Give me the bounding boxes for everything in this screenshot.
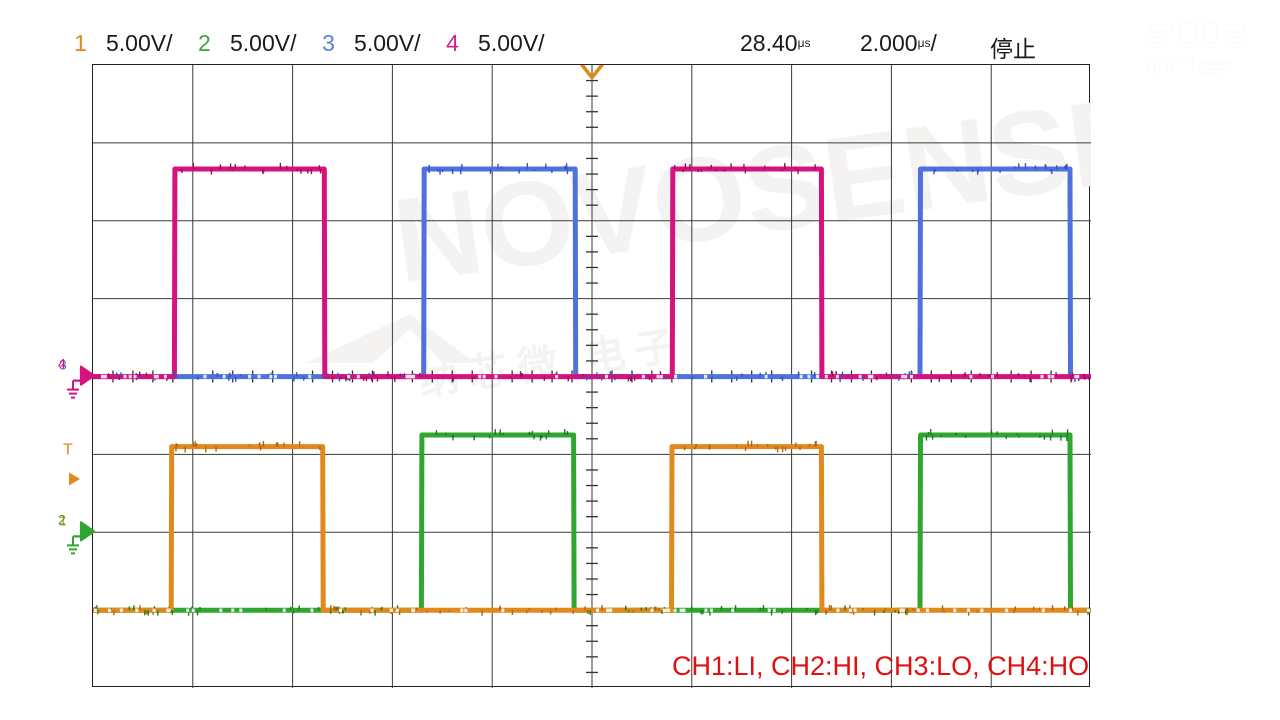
svg-text:2: 2 (58, 511, 66, 527)
svg-text:T: T (63, 442, 73, 459)
svg-text:1: 1 (59, 512, 67, 528)
svg-text:4: 4 (58, 356, 66, 372)
svg-text:3: 3 (59, 357, 67, 373)
svg-text:纳芯微 电子: 纳芯微 电子 (416, 323, 688, 404)
